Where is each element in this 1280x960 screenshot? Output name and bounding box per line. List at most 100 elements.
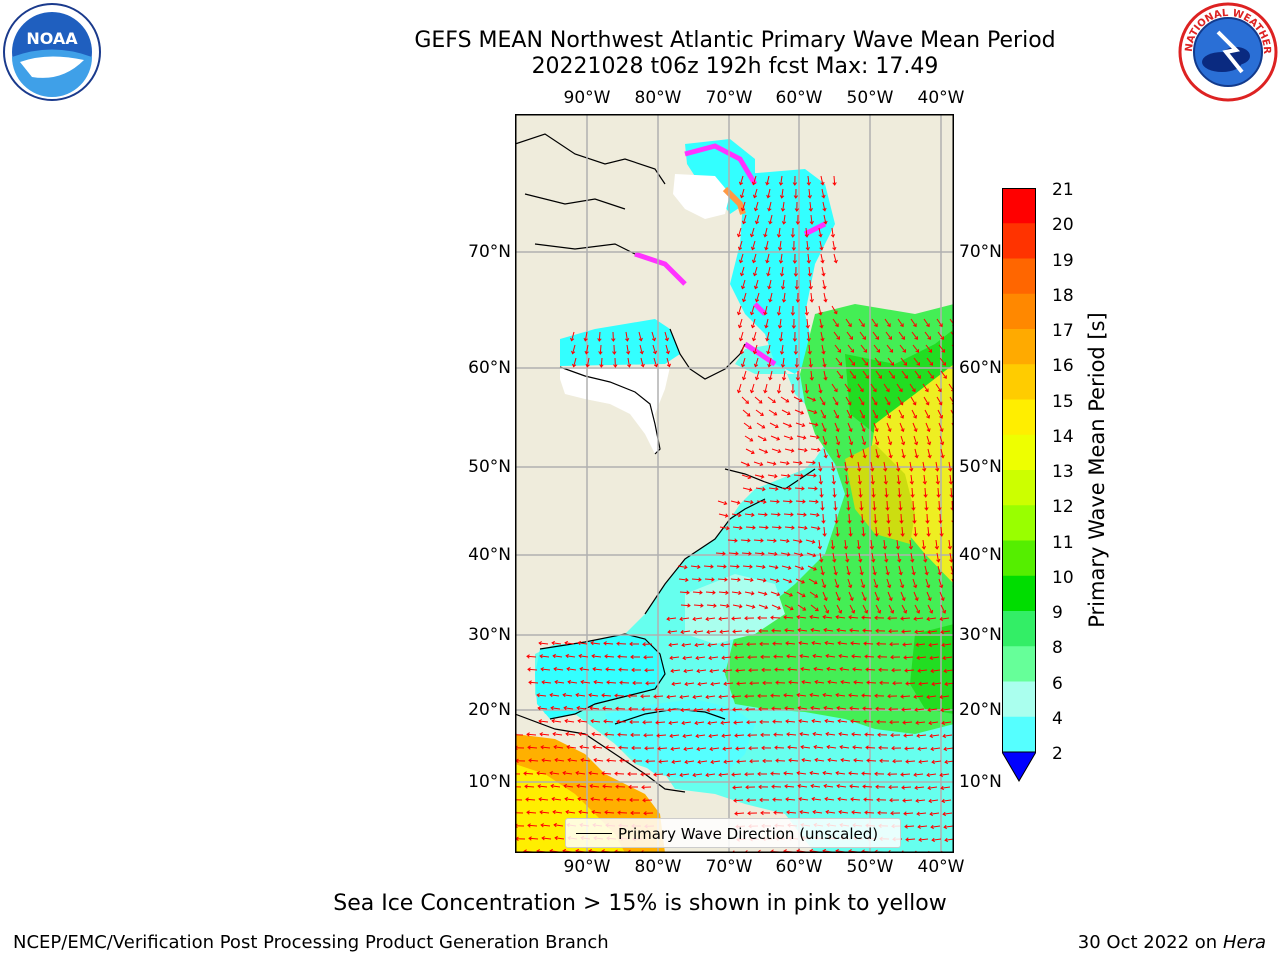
coastline xyxy=(644,498,766,615)
wave-arrow-head xyxy=(695,655,700,661)
wave-arrow-head xyxy=(928,349,933,353)
wave-arrow-head xyxy=(628,784,632,790)
wave-arrow-head xyxy=(876,641,880,646)
wave-arrow xyxy=(905,760,916,763)
wave-arrow xyxy=(887,435,892,445)
wave-arrow xyxy=(793,396,803,402)
wave-arrow-head xyxy=(774,551,778,557)
wave-arrow xyxy=(884,318,891,327)
wave-arrow-head xyxy=(645,681,649,686)
wave-arrow-head xyxy=(849,706,853,711)
wave-arrow-head xyxy=(790,512,794,517)
wave-arrow-head xyxy=(618,745,622,750)
wave-arrow-head xyxy=(515,745,518,750)
wave-arrow xyxy=(818,227,822,237)
wave-arrow-head xyxy=(886,388,890,393)
period-darkgreen-zone xyxy=(910,624,954,714)
wave-arrow xyxy=(733,721,744,724)
wave-arrow xyxy=(824,629,834,632)
wave-arrow-head xyxy=(722,551,726,556)
wave-arrow-head xyxy=(653,772,657,777)
wave-arrow xyxy=(768,565,778,569)
wave-arrow-head xyxy=(733,642,737,647)
wave-arrow xyxy=(874,591,879,601)
wave-arrow-head xyxy=(870,467,875,472)
wave-arrow xyxy=(527,668,538,671)
wave-arrow-head xyxy=(875,784,879,789)
wave-arrow-head xyxy=(644,746,648,751)
wave-arrow xyxy=(589,694,599,697)
wave-arrow-head xyxy=(934,546,940,550)
wave-arrow-head xyxy=(853,680,857,685)
wave-arrow xyxy=(743,578,753,581)
wave-arrow-head xyxy=(802,435,807,440)
wave-arrow xyxy=(922,461,926,471)
lon-label-top: 90°W xyxy=(563,88,611,108)
wave-arrow xyxy=(864,733,875,736)
wave-arrow xyxy=(913,513,916,524)
wave-arrow-head xyxy=(734,538,738,543)
wave-arrow xyxy=(563,772,573,775)
wave-arrow xyxy=(793,474,804,477)
wave-arrow xyxy=(780,552,790,556)
wave-arrow xyxy=(836,448,840,458)
wave-arrow-head xyxy=(738,590,742,596)
wave-arrow-head xyxy=(889,349,894,353)
wave-arrow xyxy=(822,513,825,524)
wave-arrow xyxy=(935,383,942,392)
wave-arrow xyxy=(765,240,769,250)
wave-arrow xyxy=(782,500,793,503)
lon-label-top: 40°W xyxy=(917,88,965,108)
wave-arrow-head xyxy=(936,558,941,563)
wave-arrow xyxy=(805,461,816,464)
wave-arrow xyxy=(606,759,617,762)
wave-arrow-head xyxy=(876,719,880,724)
wave-arrow xyxy=(656,734,667,737)
wave-arrow-head xyxy=(838,731,842,737)
wave-arrow xyxy=(884,552,888,562)
wave-arrow-head xyxy=(643,811,647,816)
wave-arrow-head xyxy=(931,759,935,765)
wave-arrow xyxy=(940,604,946,614)
wave-arrow-head xyxy=(823,705,828,711)
wave-arrow xyxy=(883,383,890,392)
colorbar-tick-label: 8 xyxy=(1052,638,1063,659)
wave-arrow xyxy=(883,539,886,549)
wave-arrow-head xyxy=(822,363,827,368)
wave-arrow xyxy=(923,552,927,562)
wave-arrow xyxy=(742,214,747,224)
wave-arrow xyxy=(566,811,576,814)
wave-arrow xyxy=(552,642,562,645)
wave-arrow-head xyxy=(810,705,815,711)
wave-arrow-head xyxy=(615,784,619,789)
wave-arrow xyxy=(836,616,846,619)
wave-arrow xyxy=(810,370,813,380)
wave-arrow-head xyxy=(809,614,814,620)
wave-arrow-head xyxy=(802,607,807,611)
wave-arrow-head xyxy=(752,194,758,199)
wave-arrow-head xyxy=(900,616,904,621)
wave-arrow xyxy=(601,694,612,697)
map-border xyxy=(515,114,954,853)
wave-arrow xyxy=(886,344,893,353)
wave-arrow xyxy=(860,344,867,353)
wave-arrow xyxy=(782,578,792,583)
wave-arrow xyxy=(922,383,929,392)
wave-arrow-head xyxy=(627,771,631,777)
wave-arrow-head xyxy=(942,733,947,739)
wave-arrow xyxy=(795,500,806,503)
wave-arrow xyxy=(845,396,852,405)
wave-arrow-head xyxy=(632,758,636,764)
wave-arrow-head xyxy=(801,579,805,584)
wave-arrow xyxy=(938,500,941,511)
wave-arrow-head xyxy=(753,207,759,212)
wave-arrow xyxy=(896,461,900,471)
wave-arrow-head xyxy=(768,220,773,225)
wave-arrow xyxy=(769,214,773,224)
wave-arrow xyxy=(784,629,795,632)
wave-arrow-head xyxy=(872,571,877,576)
wave-arrow-head xyxy=(861,771,865,776)
wave-arrow-head xyxy=(929,811,933,817)
wave-arrow xyxy=(822,201,826,211)
wave-arrow xyxy=(899,500,902,511)
